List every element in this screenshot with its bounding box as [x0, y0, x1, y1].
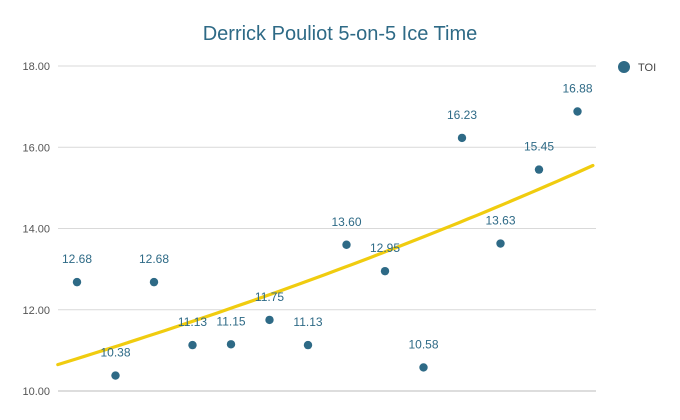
data-points: [72, 107, 582, 380]
y-tick-label: 10.00: [22, 386, 50, 398]
y-tick-label: 14.00: [22, 224, 50, 236]
data-point: [149, 277, 159, 287]
data-label: 11.13: [293, 315, 322, 329]
legend-label-toi: TOI: [638, 62, 656, 74]
data-point: [111, 371, 120, 380]
data-point: [457, 133, 467, 143]
data-point: [303, 340, 313, 350]
data-label: 12.68: [62, 252, 92, 266]
data-label: 10.58: [408, 337, 438, 351]
data-point: [72, 277, 82, 287]
data-point: [573, 107, 582, 116]
data-labels: 12.68 10.38 12.68 11.13 11.15 11.75 11.13 13.60…: [62, 82, 593, 360]
data-label: 12.95: [370, 241, 400, 255]
data-point: [380, 266, 390, 276]
data-point: [534, 165, 544, 174]
legend-swatch: [618, 61, 630, 73]
data-label: 13.60: [331, 215, 361, 229]
data-label: 10.38: [100, 346, 130, 360]
chart-title: Derrick Pouliot 5-on-5 Ice Time: [203, 23, 478, 45]
trendline: [56, 163, 595, 367]
legend: TOI: [618, 61, 656, 74]
data-label: 12.68: [139, 252, 169, 266]
y-tick-label: 12.00: [22, 305, 50, 317]
data-label: 13.63: [485, 214, 515, 228]
data-label: 11.15: [216, 314, 245, 328]
data-label: 15.45: [524, 140, 554, 154]
data-point: [496, 239, 505, 248]
data-label: 16.23: [447, 108, 477, 122]
data-label: 11.13: [178, 315, 207, 329]
y-axis-ticks: 10.00 12.00 14.00 16.00 18.00: [22, 61, 50, 398]
data-point: [188, 340, 197, 350]
y-tick-label: 16.00: [22, 142, 50, 154]
data-point: [265, 315, 274, 325]
data-point: [342, 240, 351, 249]
gridlines: [58, 65, 596, 392]
y-tick-label: 18.00: [22, 61, 50, 73]
data-label: 16.88: [562, 82, 592, 96]
data-label: 11.75: [255, 290, 284, 304]
data-point: [226, 340, 236, 349]
data-point: [419, 363, 428, 372]
